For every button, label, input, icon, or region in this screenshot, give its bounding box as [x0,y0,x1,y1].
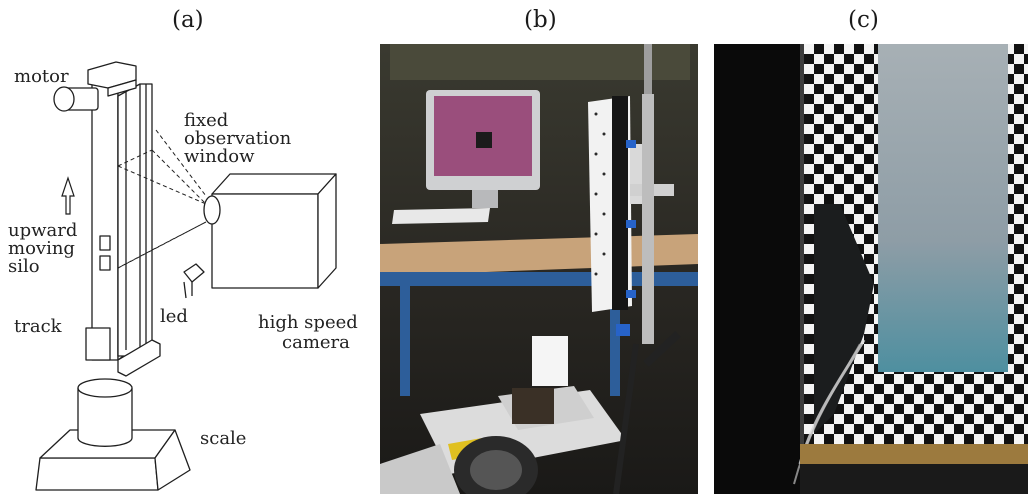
label-silo: silo [8,256,40,277]
setup-photo [380,44,698,494]
label-high-speed: high speed [258,312,358,333]
observation-window [117,129,207,269]
silo-foot [117,339,161,377]
label-track: track [14,316,62,337]
scale-base-front [35,457,159,491]
cylinder-body [77,388,133,447]
schematic-diagram [0,40,372,494]
label-motor: motor [14,66,69,87]
closeup-svg [714,44,1028,494]
track-column-front [91,81,119,361]
upward-arrow-icon [61,176,75,215]
label-observation: observation [184,128,292,149]
label-window: window [184,146,255,167]
motor-face [53,86,75,112]
led-body [183,263,205,283]
label-scale: scale [200,428,247,449]
setup-photo-svg [380,44,698,494]
panel-label-c: (c) [848,7,879,33]
camera-side [317,173,337,289]
panel-label-b: (b) [524,7,557,33]
scale-base-side [154,429,191,491]
label-upward: upward [8,220,78,241]
cylinder-top [77,378,133,398]
window-closeup-photo [714,44,1028,494]
panel-label-a: (a) [172,7,204,33]
camera-top [211,173,337,195]
label-led: led [160,306,188,327]
schematic-svg [35,61,337,491]
label-camera: camera [282,332,350,353]
camera-front [211,193,319,289]
silo-body [117,83,153,357]
camera-lens [203,195,221,225]
label-fixed: fixed [184,110,229,131]
track-base [85,327,111,361]
label-moving: moving [8,238,75,259]
